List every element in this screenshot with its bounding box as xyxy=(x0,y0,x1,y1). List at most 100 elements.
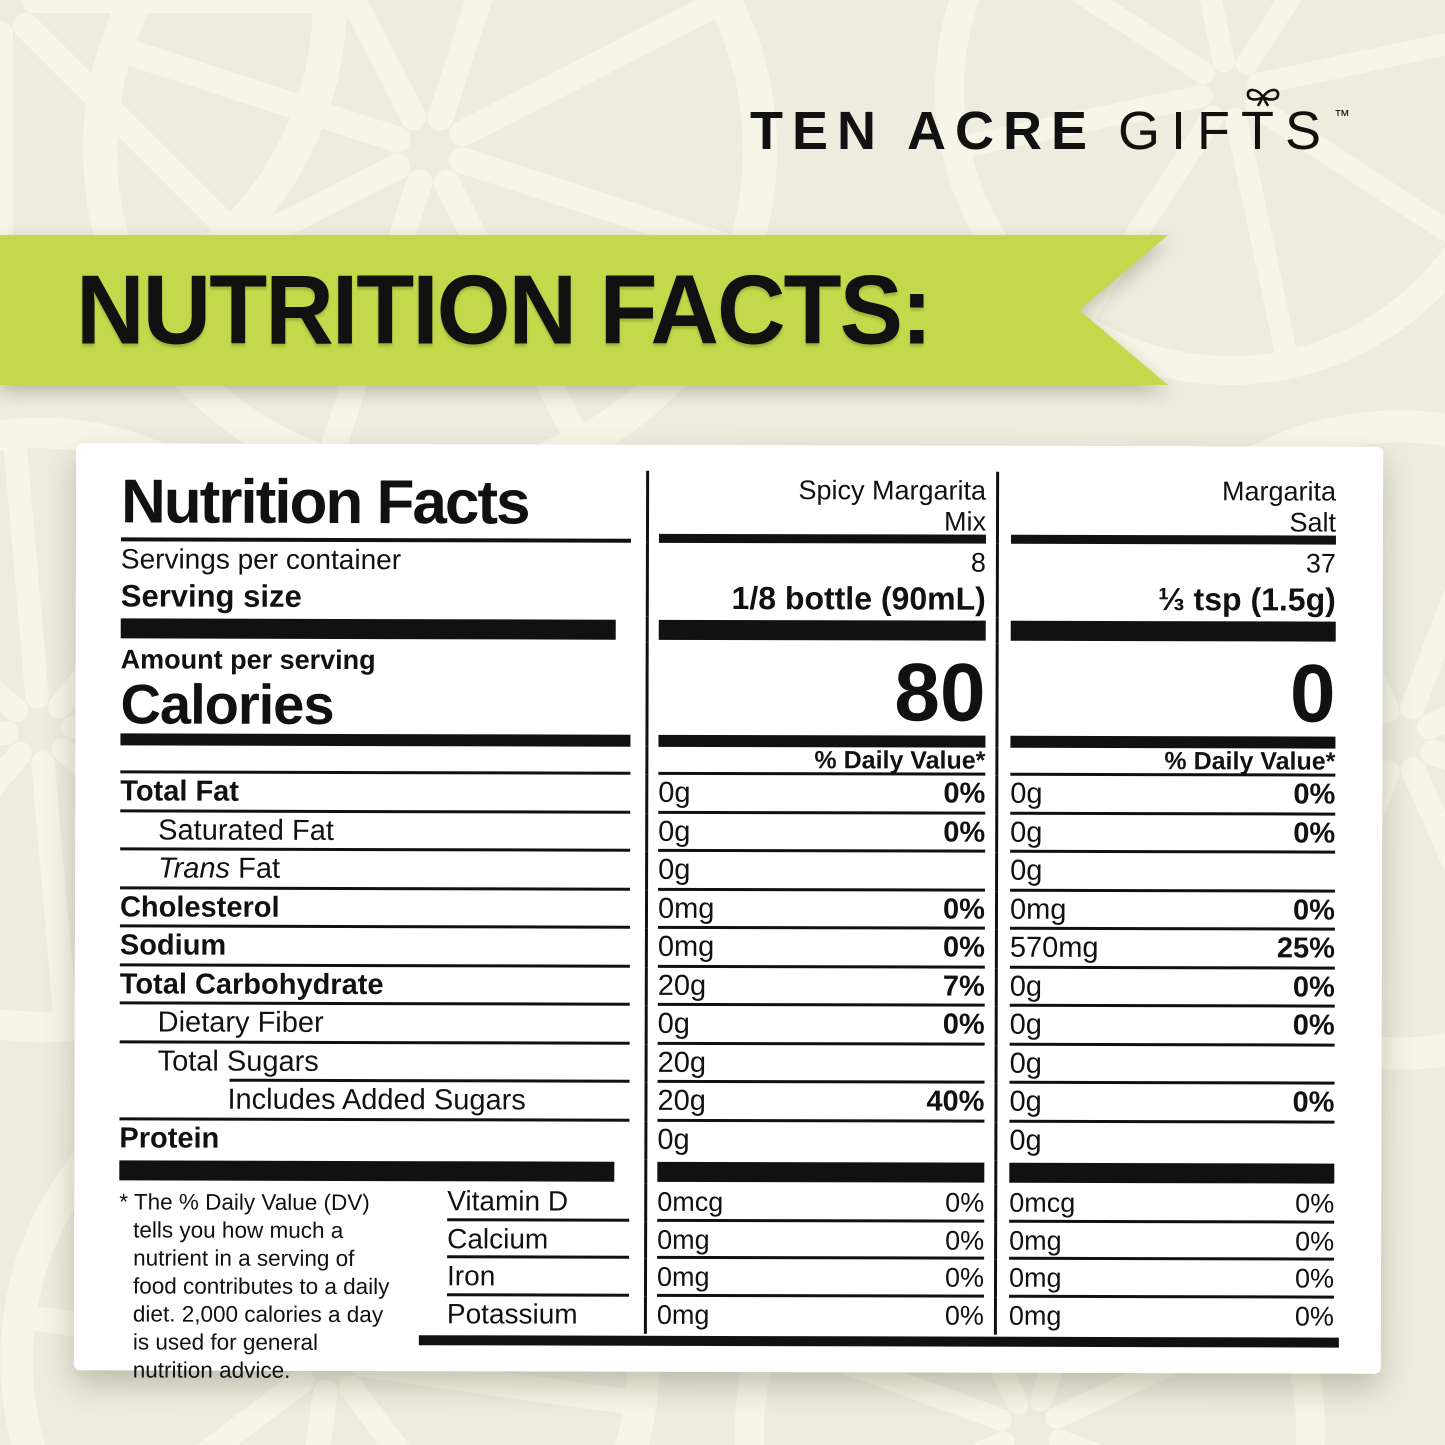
brand-name-light: GIF TS ™ xyxy=(1118,88,1350,162)
nutrient-amount: 0mg xyxy=(1009,893,1067,926)
nutrient-amount: 0g xyxy=(658,776,691,809)
nutrient-row: Total Fat 0g 0% 0g 0% xyxy=(120,773,1341,816)
calories-section: Amount per serving Calories 80 0 xyxy=(120,641,1341,749)
trademark-symbol: ™ xyxy=(1334,108,1350,125)
nutrient-amount: 0mg xyxy=(657,930,715,963)
vitamin-name: Potassium xyxy=(446,1297,578,1330)
vitamin-value-cell: 0mg 0% xyxy=(994,1222,1340,1261)
nutrient-amount: 0g xyxy=(1009,970,1043,1003)
product-1-header: Spicy Margarita Mix xyxy=(645,470,997,544)
nutrient-daily-value: 0% xyxy=(1292,1009,1335,1042)
nutrient-amount: 0g xyxy=(1009,1085,1042,1118)
nutrient-amount: 0g xyxy=(658,853,691,886)
daily-value-header-row: % Daily Value* % Daily Value* xyxy=(120,745,1341,777)
daily-value-header-2: % Daily Value* xyxy=(1164,747,1336,776)
vitamin-value-cell: 0mcg 0% xyxy=(644,1183,995,1223)
nutrient-name: Cholesterol xyxy=(119,890,280,924)
vitamin-value-cell: 0mg 0% xyxy=(643,1296,994,1335)
serving-rows: Servings per container Serving size 8 1/… xyxy=(120,541,1341,619)
serving-size-label: Serving size xyxy=(120,578,302,614)
product-2-serving-size: ⅓ tsp (1.5g) xyxy=(1157,581,1336,618)
calories-label: Calories xyxy=(120,672,334,736)
label-title: Nutrition Facts xyxy=(120,467,529,538)
nutrient-daily-value: 0% xyxy=(1292,1086,1335,1119)
nutrient-rows: Total Fat 0g 0% 0g 0% Saturated Fat 0g 0% 0g 0% Tr… xyxy=(119,773,1341,1162)
product-1-serving-size: 1/8 bottle (90mL) xyxy=(731,580,986,617)
nutrient-amount: 0g xyxy=(657,1123,690,1156)
nutrient-amount: 20g xyxy=(657,1046,707,1079)
nutrient-row: Saturated Fat 0g 0% 0g 0% xyxy=(120,812,1341,854)
nutrient-name: Dietary Fiber xyxy=(157,1006,324,1039)
footnote: * The % Daily Value (DV) tells you how m… xyxy=(119,1189,390,1383)
nutrient-row: Total Carbohydrate 20g 7% 0g 0% xyxy=(120,966,1340,1008)
nutrient-row: Dietary Fiber 0g 0% 0g 0% xyxy=(120,1004,1340,1047)
product-2-servings: 37 xyxy=(1305,548,1336,579)
vitamin-value-cell: 0mcg 0% xyxy=(994,1184,1340,1224)
nutrient-amount: 0g xyxy=(657,1007,691,1040)
thick-bar-row-2 xyxy=(119,1158,1340,1186)
nutrient-daily-value: 0% xyxy=(943,893,986,926)
nutrient-daily-value: 0% xyxy=(942,931,985,964)
nutrient-daily-value: 0% xyxy=(1293,778,1336,811)
nutrient-amount: 570mg xyxy=(1009,931,1099,964)
product-1-calories: 80 xyxy=(894,647,986,739)
vitamin-name: Vitamin D xyxy=(419,1183,644,1221)
vitamin-value-cell: 0mg 0% xyxy=(643,1258,995,1298)
nutrient-amount: 0g xyxy=(1009,1047,1042,1080)
amount-per-serving-label: Amount per serving xyxy=(120,644,376,676)
nutrient-name: Protein xyxy=(119,1121,220,1155)
servings-per-container-label: Servings per container xyxy=(120,543,402,576)
nutrient-row: Includes Added Sugars 20g 40% 0g 0% xyxy=(119,1081,1340,1124)
product-2-calories: 0 xyxy=(1289,648,1336,740)
brand-name-bold: TEN ACRE xyxy=(749,101,1096,161)
nutrient-name: Trans Fat xyxy=(158,852,281,885)
banner-title: NUTRITION FACTS: xyxy=(76,254,933,365)
nutrient-amount: 0g xyxy=(1009,1124,1042,1157)
daily-value-header-1: % Daily Value* xyxy=(814,746,986,775)
nutrition-banner: NUTRITION FACTS: xyxy=(0,235,1168,385)
nutrient-name: Includes Added Sugars xyxy=(227,1083,526,1117)
nutrient-daily-value: 25% xyxy=(1276,932,1335,965)
nutrient-daily-value: 0% xyxy=(943,777,986,810)
nutrient-daily-value: 0% xyxy=(1293,893,1336,927)
vitamin-name: Calcium xyxy=(419,1221,644,1259)
nutrient-name: Total Sugars xyxy=(157,1045,319,1078)
brand-logo: TEN ACRE GIF TS ™ xyxy=(749,88,1350,162)
vitamin-value-cell: 0mg 0% xyxy=(993,1297,1339,1336)
nutrient-row: Total Sugars 20g 0g xyxy=(120,1043,1340,1085)
product-2-header: Margarita Salt xyxy=(995,471,1342,545)
nutrient-name: Total Carbohydrate xyxy=(119,967,384,1001)
bow-topped-t: T xyxy=(1241,88,1285,162)
nutrient-name: Saturated Fat xyxy=(158,814,334,847)
nutrient-daily-value: 0% xyxy=(1293,816,1336,850)
nutrient-daily-value: 40% xyxy=(926,1085,985,1118)
nutrient-amount: 0mg xyxy=(657,892,715,925)
label-title-cell: Nutrition Facts xyxy=(120,467,646,542)
nutrient-daily-value: 0% xyxy=(942,1008,985,1041)
nutrient-row: Protein 0g 0g xyxy=(119,1120,1340,1162)
bottom-bar xyxy=(418,1335,1339,1348)
vitamin-value-cell: 0mg 0% xyxy=(993,1259,1340,1299)
bow-icon xyxy=(1246,88,1280,107)
vitamin-value-cell: 0mg 0% xyxy=(644,1221,995,1260)
nutrient-row: Sodium 0mg 0% 570mg 25% xyxy=(120,927,1340,970)
nutrient-row: Cholesterol 0mg 0% 0mg 0% xyxy=(119,889,1341,931)
nutrient-amount: 0g xyxy=(658,815,691,848)
banner-wrap: NUTRITION FACTS: xyxy=(0,235,1168,385)
header-row: Nutrition Facts Spicy Margarita Mix Marga… xyxy=(120,467,1342,545)
vitamin-name: Iron xyxy=(419,1258,644,1296)
thick-bar-row xyxy=(120,615,1341,645)
nutrient-amount: 0g xyxy=(1010,777,1043,810)
product-1-servings: 8 xyxy=(970,547,986,578)
nutrition-label-card: Nutrition Facts Spicy Margarita Mix Marga… xyxy=(73,443,1384,1383)
nutrient-row: Trans Fat 0g 0g xyxy=(120,850,1341,893)
nutrient-amount: 0g xyxy=(1009,1008,1043,1041)
nutrient-amount: 20g xyxy=(657,1084,706,1117)
nutrient-daily-value: 7% xyxy=(942,970,985,1003)
nutrient-daily-value: 0% xyxy=(943,816,986,849)
nutrient-amount: 20g xyxy=(657,969,707,1002)
nutrient-amount: 0g xyxy=(1010,816,1043,849)
nutrient-name: Total Fat xyxy=(120,775,240,808)
vitamins-section: * The % Daily Value (DV) tells you how m… xyxy=(119,1182,1340,1383)
